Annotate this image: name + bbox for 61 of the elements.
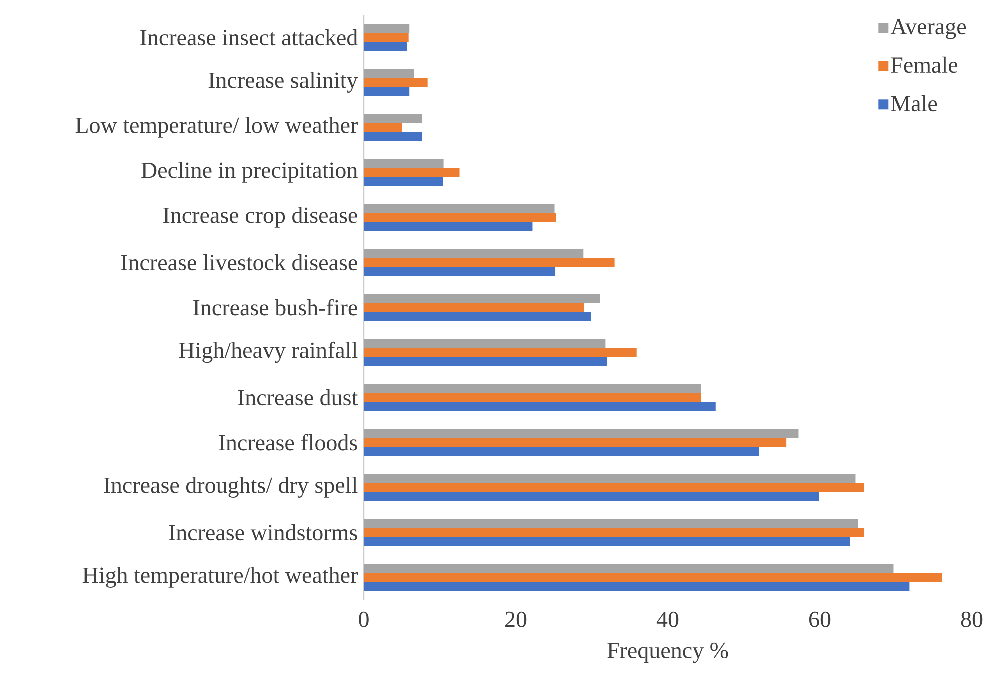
bar [364, 294, 600, 304]
y-tick-label: High temperature/hot weather [82, 567, 358, 588]
bar [364, 474, 856, 484]
bar [364, 159, 444, 168]
bar [364, 303, 584, 312]
bar [364, 123, 402, 132]
y-tick-label: High/heavy rainfall [179, 342, 358, 364]
y-tick-label: Increase floods [219, 434, 358, 451]
x-tick-label: 20 [506, 612, 527, 628]
bar [364, 564, 894, 574]
bar [364, 249, 584, 258]
bar [364, 519, 858, 528]
x-axis-title: Frequency % [608, 642, 728, 664]
legend-label: Female [891, 56, 958, 74]
x-tick-label: 80 [961, 612, 983, 628]
bar [364, 258, 615, 268]
bar [364, 528, 864, 538]
bar [364, 132, 423, 142]
bar [364, 213, 556, 222]
y-tick-label: Increase windstorms [169, 524, 358, 541]
bar [364, 348, 637, 358]
y-tick-label: Increase salinity [208, 72, 358, 93]
y-tick-label: Increase droughts/ dry spell [104, 477, 358, 498]
bar [364, 168, 460, 178]
y-tick-label: Increase livestock disease [121, 254, 358, 271]
bar [364, 393, 702, 402]
bar [364, 24, 410, 34]
legend-label: Male [891, 95, 938, 112]
legend-label: Average [890, 19, 966, 40]
bar [364, 267, 556, 276]
y-tick-label: Low temperature/ low weather [76, 117, 358, 138]
bar [364, 222, 533, 232]
bar [364, 537, 850, 546]
bar [364, 483, 864, 492]
y-tick-label: Increase insect attacked [140, 29, 358, 46]
y-tick-label: Increase bush-fire [194, 299, 358, 316]
bar [364, 573, 942, 582]
y-tick-label: Decline in precipitation [142, 162, 358, 183]
bar [364, 87, 410, 96]
bar [364, 204, 555, 214]
x-tick-label: 0 [359, 612, 369, 628]
bar [364, 69, 414, 78]
bar [364, 114, 423, 124]
x-tick-label: 60 [809, 612, 831, 628]
bar [364, 447, 760, 456]
bar [364, 357, 608, 366]
x-tick-label: 40 [656, 612, 679, 628]
bar [364, 177, 444, 186]
bar [364, 429, 799, 438]
bar [364, 339, 606, 348]
bar [364, 78, 428, 88]
bar [364, 492, 820, 502]
bar [364, 402, 716, 412]
bar [364, 384, 702, 394]
bar [364, 312, 592, 322]
y-tick-label: Increase crop disease [164, 207, 358, 228]
bar [364, 582, 910, 592]
y-tick-label: Increase dust [238, 389, 358, 406]
bar [364, 33, 409, 42]
bar [364, 42, 408, 52]
bar [364, 438, 787, 448]
